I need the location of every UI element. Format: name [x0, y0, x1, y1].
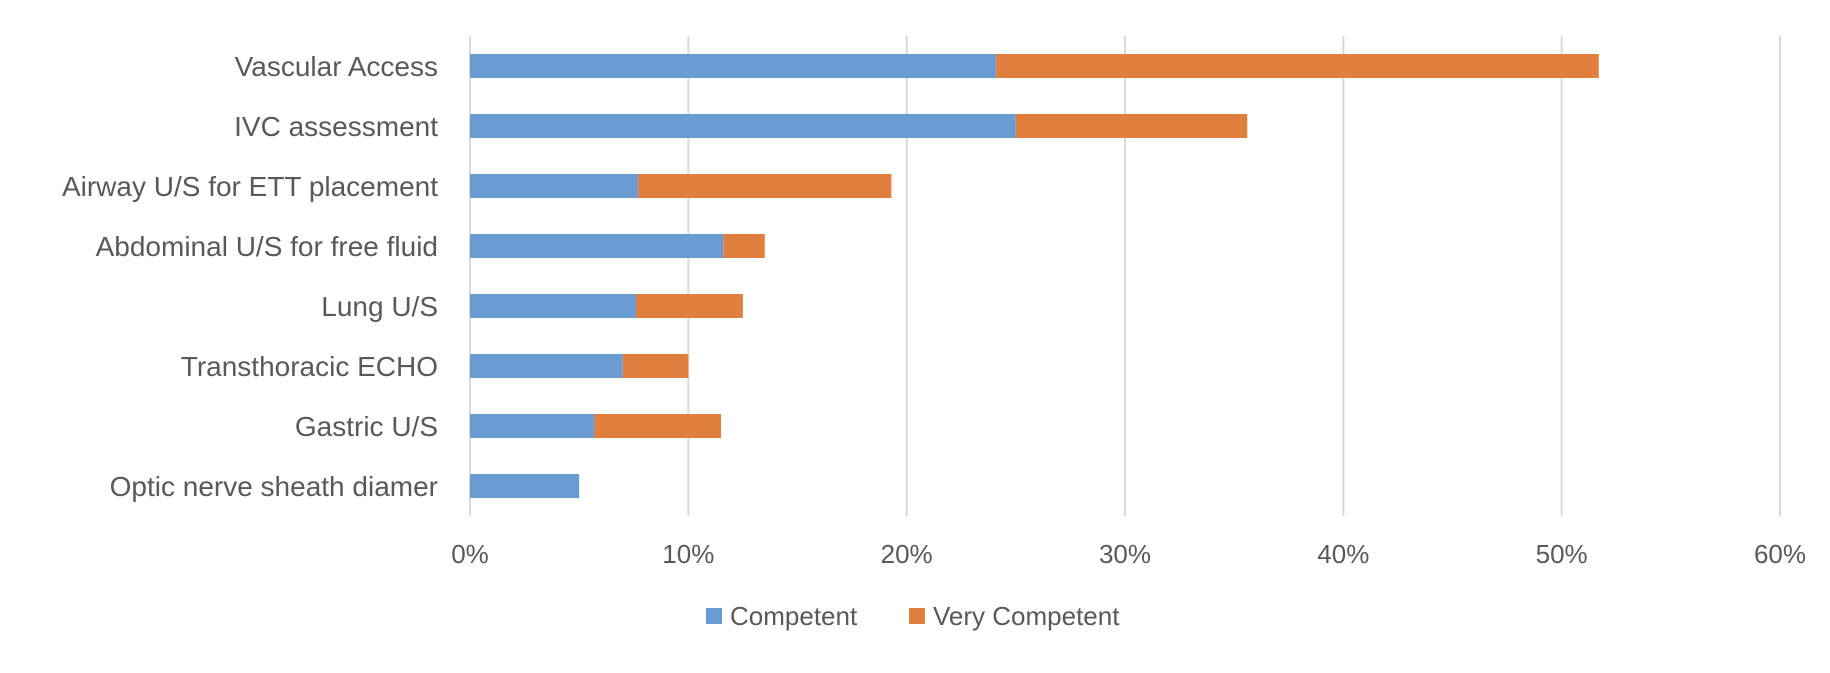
x-axis-tick-labels: 0% 10% 20% 30% 40% 50% 60% [451, 539, 1806, 569]
bar-competent-7 [470, 474, 580, 498]
x-tick-label-3: 30% [1099, 539, 1151, 569]
category-label-5: Transthoracic ECHO [181, 351, 438, 382]
bar-very-competent-6 [594, 414, 722, 438]
category-labels: Vascular Access IVC assessment Airway U/S … [62, 51, 438, 502]
category-label-2: Airway U/S for ETT placement [62, 171, 438, 202]
x-tick-label-4: 40% [1317, 539, 1369, 569]
bar-competent-5 [470, 354, 623, 378]
category-label-0: Vascular Access [235, 51, 438, 82]
bar-very-competent-3 [723, 234, 765, 258]
bar-competent-1 [470, 114, 1016, 138]
x-tick-label-6: 60% [1754, 539, 1806, 569]
legend-swatch-very-competent [909, 608, 925, 624]
category-label-1: IVC assessment [234, 111, 438, 142]
bar-very-competent-5 [622, 354, 689, 378]
gridlines [469, 36, 1781, 516]
bar-competent-3 [470, 234, 724, 258]
legend-swatch-competent [706, 608, 722, 624]
bar-very-competent-0 [996, 54, 1599, 78]
category-label-6: Gastric U/S [295, 411, 438, 442]
category-label-3: Abdominal U/S for free fluid [96, 231, 438, 262]
category-label-4: Lung U/S [321, 291, 438, 322]
bar-competent-0 [470, 54, 997, 78]
x-tick-label-5: 50% [1536, 539, 1588, 569]
bar-competent-6 [470, 414, 595, 438]
bar-very-competent-1 [1015, 114, 1248, 138]
x-tick-label-2: 20% [881, 539, 933, 569]
category-label-7: Optic nerve sheath diamer [110, 471, 438, 502]
bar-very-competent-4 [635, 294, 743, 318]
bar-competent-2 [470, 174, 639, 198]
bars [470, 54, 1599, 498]
legend-label-very-competent: Very Competent [933, 601, 1120, 631]
legend: Competent Very Competent [706, 601, 1120, 631]
legend-label-competent: Competent [730, 601, 858, 631]
bar-very-competent-2 [638, 174, 892, 198]
x-tick-label-0: 0% [451, 539, 489, 569]
x-tick-label-1: 10% [662, 539, 714, 569]
bar-competent-4 [470, 294, 636, 318]
